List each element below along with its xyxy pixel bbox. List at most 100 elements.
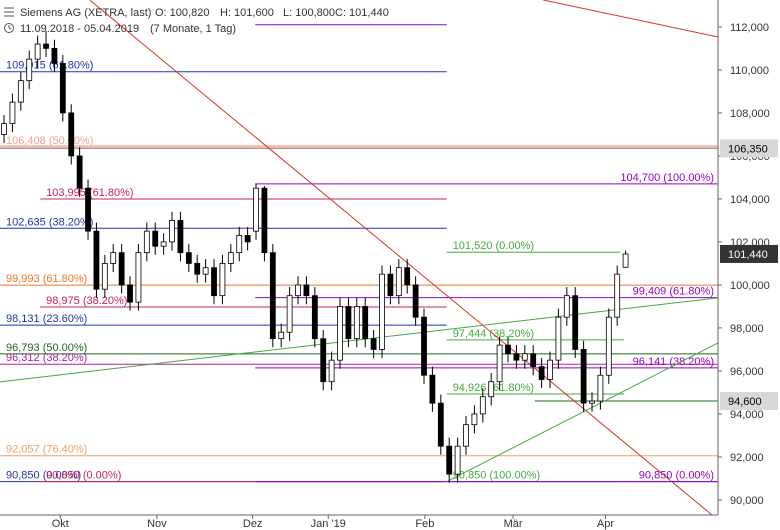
candle-body — [110, 252, 117, 264]
candle-body — [395, 267, 402, 297]
candle-body — [496, 344, 503, 383]
y-tick-label: 96,000 — [730, 366, 764, 378]
candle-body — [118, 252, 125, 286]
candle-body — [370, 338, 377, 350]
period: (7 Monate, 1 Tag) — [150, 23, 236, 35]
candle-body — [328, 359, 335, 383]
level-label: 90,850 (0.00%) — [6, 470, 81, 482]
candle-body — [9, 101, 16, 125]
candle-body — [521, 353, 528, 361]
ohlc-high: H: 101,600 — [220, 7, 274, 19]
price-marker-label: 106,350 — [728, 143, 768, 155]
candle-body — [614, 273, 621, 318]
trendline — [543, 0, 718, 38]
y-tick-label: 104,000 — [730, 194, 770, 206]
candle-body — [530, 353, 537, 368]
ohlc-close: C: 101,440 — [335, 7, 389, 19]
level-label: 96,141 (38.20%) — [633, 356, 714, 368]
candle-body — [253, 187, 259, 232]
x-tick-label: Okt — [52, 518, 69, 530]
ohlc-low: L: 100,800 — [283, 7, 335, 19]
candle-body — [219, 263, 226, 297]
level-label: 96,312 (38.20%) — [6, 352, 87, 364]
candle-body — [202, 267, 209, 275]
candle-body — [597, 374, 604, 402]
candle-body — [421, 316, 427, 376]
candle-body — [236, 235, 243, 254]
level-label: 104,700 (100.00%) — [620, 172, 714, 184]
candle-body — [589, 400, 595, 404]
candle-body — [446, 445, 453, 475]
candle-body — [278, 331, 285, 340]
candle-body — [227, 252, 234, 264]
level-label: 106,408 (50.00%) — [6, 135, 93, 147]
candle-body — [311, 295, 318, 340]
y-tick-label: 100,000 — [730, 280, 770, 292]
candle-body — [76, 155, 83, 189]
candle-body — [26, 58, 33, 82]
title: Siemens AG (XETRA, last) — [20, 7, 151, 19]
price-marker — [720, 392, 778, 411]
price-marker-label: 94,600 — [728, 396, 762, 408]
candle-body — [387, 273, 394, 297]
level-label: 102,635 (38.20%) — [6, 216, 93, 228]
candle-body — [563, 295, 570, 318]
candle-body — [1, 123, 7, 135]
candle-body — [43, 43, 49, 49]
candle-body — [177, 220, 184, 254]
y-tick-label: 92,000 — [730, 452, 764, 464]
ohlc-open: O: 100,820 — [155, 7, 209, 19]
price-marker-label: 101,440 — [728, 249, 768, 261]
x-tick-label: Feb — [415, 518, 434, 530]
candle-body — [345, 306, 352, 340]
candle-body — [429, 374, 436, 404]
candle-body — [211, 267, 217, 297]
candle-body — [303, 284, 310, 297]
candle-body — [580, 349, 587, 404]
level-label: 92,057 (76.40%) — [6, 444, 87, 456]
candle-body — [93, 230, 100, 290]
candle-body — [17, 80, 24, 103]
candle-body — [101, 263, 108, 290]
candle-body — [169, 220, 175, 243]
candle-body — [479, 396, 486, 415]
trendline — [0, 297, 718, 383]
candle-body — [555, 316, 562, 361]
level-label: 99,409 (61.80%) — [633, 286, 714, 298]
level-label: 98,131 (23.60%) — [6, 313, 87, 325]
candle-body — [547, 359, 553, 380]
candle-body — [404, 267, 411, 286]
level-label: 96,793 (50.00%) — [6, 342, 87, 354]
candle-body — [412, 284, 419, 318]
candle-body — [605, 316, 612, 376]
clock-icon — [4, 23, 14, 33]
candle-body — [513, 353, 520, 361]
candle-body — [185, 252, 192, 264]
date-range: 11.09.2018 - 05.04.2019 — [20, 23, 139, 35]
candle-body — [286, 295, 293, 333]
candle-body — [127, 284, 133, 303]
candle-body — [488, 381, 495, 398]
x-tick-label: Nov — [147, 518, 167, 530]
candle-body — [34, 43, 41, 60]
candle-body — [68, 112, 75, 157]
x-tick-label: Apr — [597, 518, 614, 530]
x-tick-label: Mär — [504, 518, 523, 530]
menu-icon — [4, 7, 14, 17]
y-tick-label: 94,000 — [730, 409, 764, 421]
candle-body — [538, 366, 545, 380]
candle-body — [505, 344, 511, 355]
candle-body — [244, 235, 251, 243]
level-label: 98,975 (38.20%) — [46, 295, 127, 307]
candle-body — [295, 284, 301, 297]
candle-body — [622, 253, 629, 268]
candle-body — [261, 187, 268, 254]
candle-body — [471, 413, 478, 426]
candle-body — [337, 306, 343, 361]
header: Siemens AG (XETRA, last) O: 100,820 H: 1… — [4, 7, 389, 35]
candle-body — [85, 187, 91, 232]
candle-body — [143, 230, 150, 254]
candle-body — [463, 424, 469, 447]
candle-body — [152, 230, 159, 247]
